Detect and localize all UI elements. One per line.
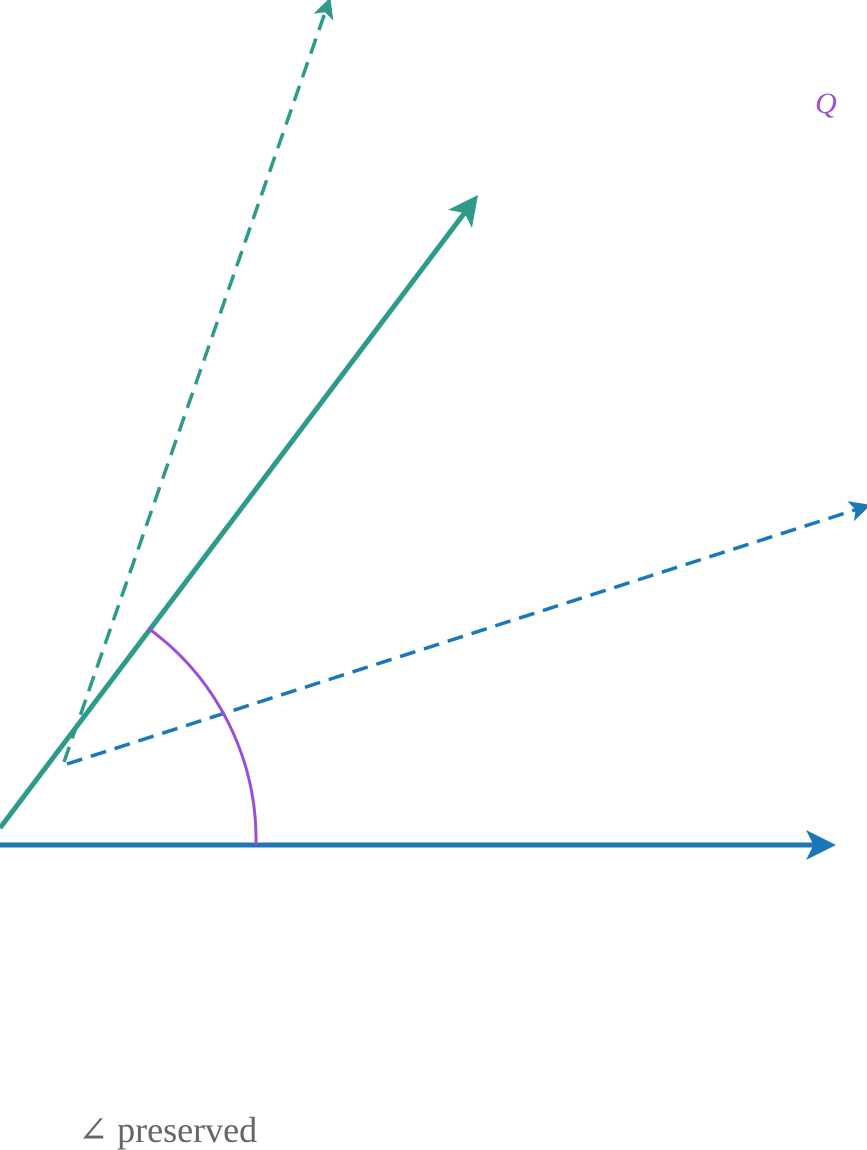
image-angle-ray [62, 0, 334, 763]
image-base-ray [66, 501, 867, 766]
caption: ∠ preserved [78, 1110, 257, 1150]
angle-ray [0, 195, 479, 830]
angle-arc [147, 626, 258, 846]
point-label: Q [815, 87, 837, 120]
